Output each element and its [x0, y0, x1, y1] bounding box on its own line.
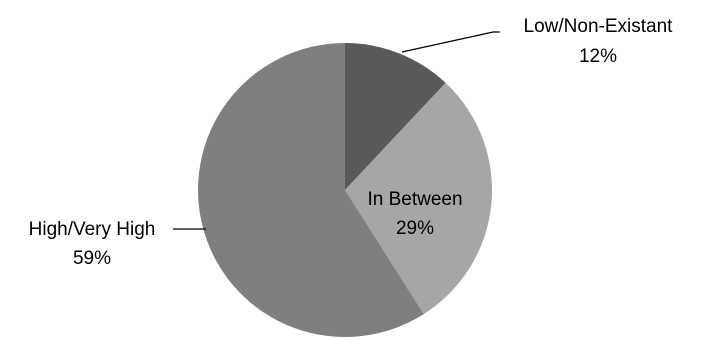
slice-labels: Low/Non-Existant 12% In Between 29% High… [29, 16, 674, 269]
slice-label-low-non-existant-percent: 12% [579, 46, 617, 67]
pie-slice-low-non-existant [345, 43, 446, 190]
leader-line-low-non-existant [401, 31, 500, 53]
leader-lines [173, 31, 500, 230]
slice-label-high-very-high-percent: 59% [73, 248, 111, 269]
slice-label-in-between-name: In Between [367, 189, 462, 210]
pie-slices [198, 43, 493, 337]
slice-label-high-very-high-name: High/Very High [29, 219, 156, 240]
pie-slice-in-between [345, 82, 493, 315]
pie-slice-high-very-high [198, 43, 424, 337]
slice-label-low-non-existant-name: Low/Non-Existant [524, 16, 674, 37]
slice-label-in-between-percent: 29% [396, 218, 434, 239]
